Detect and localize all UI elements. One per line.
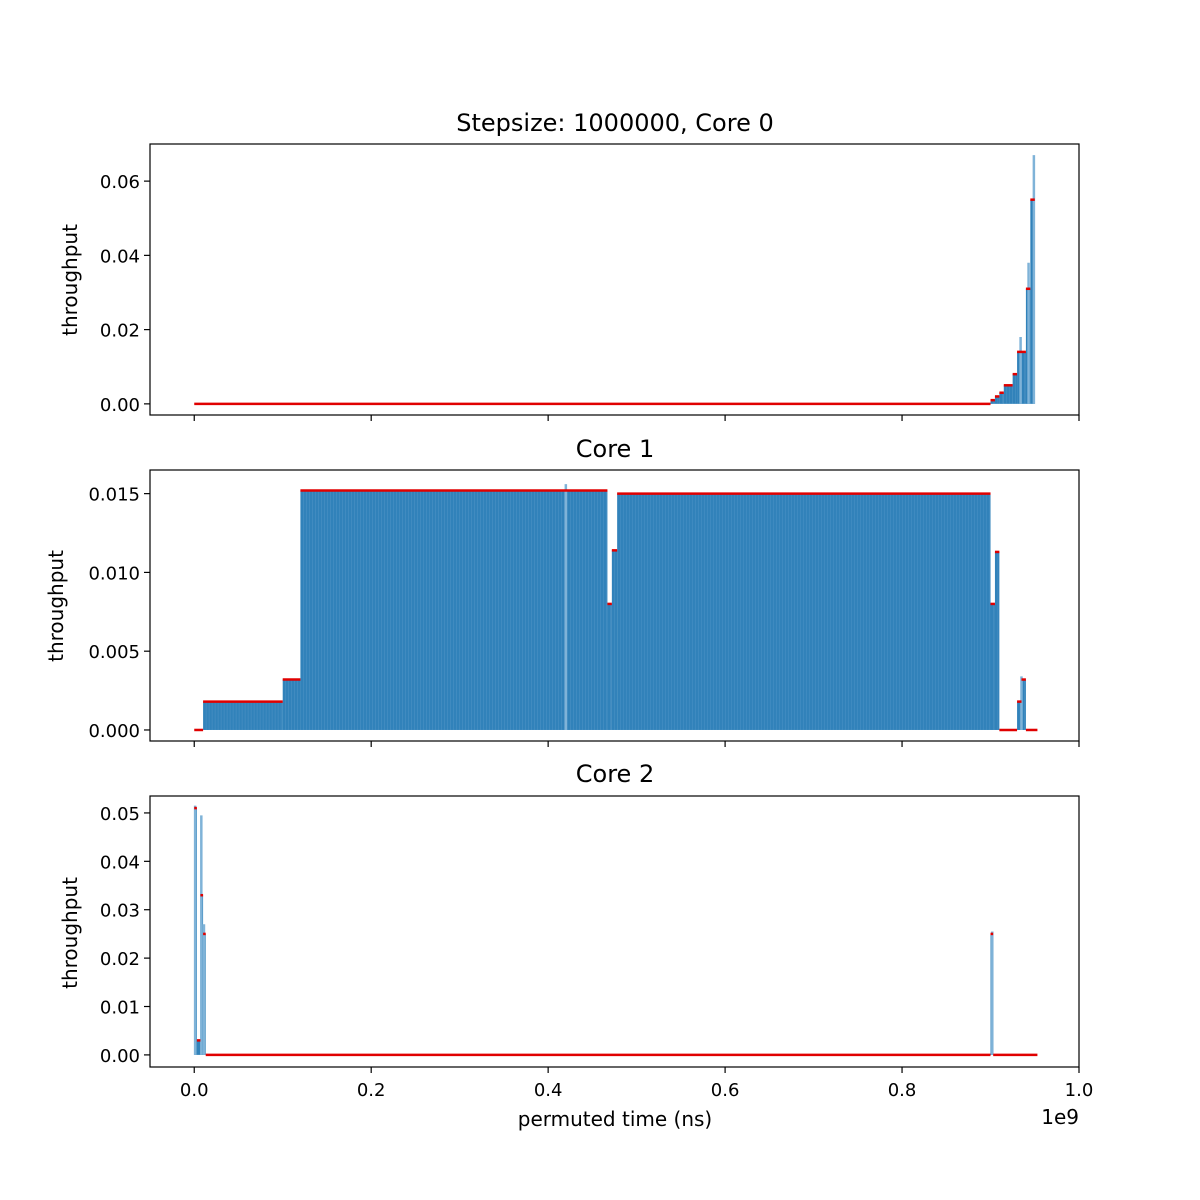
throughput-bar <box>1017 701 1022 730</box>
y-tick-label: 0.04 <box>100 246 140 267</box>
y-tick-label: 0.00 <box>100 395 140 416</box>
plot-area: 0.00 0.02 0.04 0.06 <box>100 143 1080 421</box>
y-tick-label: 0.06 <box>100 172 140 193</box>
y-axis-label: throughput <box>58 224 82 336</box>
subplot-title: Core 2 <box>576 760 654 788</box>
throughput-bar <box>990 603 995 730</box>
y-tick-label: 0.010 <box>88 563 140 584</box>
axes-frame <box>149 143 1080 416</box>
y-axis-label: throughput <box>58 877 82 989</box>
y-tick-label: 0.02 <box>100 949 140 970</box>
x-axis-label: permuted time (ns) <box>518 1107 712 1131</box>
y-tick-label: 0.03 <box>100 901 140 922</box>
y-tick-label: 0.01 <box>100 998 140 1019</box>
y-tick-label: 0.00 <box>100 1046 140 1067</box>
y-tick-label: 0.04 <box>100 852 140 873</box>
plot-area: 0.00 0.01 0.02 0.03 0.04 0.05 0.0 0.2 0.4 0.6 0.8 1… <box>100 795 1094 1101</box>
subplot-core-2: Core 2 throughput 0.000.010.020.030.040.… <box>58 760 1093 1101</box>
subplot-title: Core 1 <box>576 435 654 463</box>
throughput-bar <box>990 400 995 404</box>
axes-frame <box>149 469 1080 742</box>
plot-area: 0.000 0.005 0.010 0.015 <box>88 469 1080 747</box>
throughput-bar <box>196 1040 201 1055</box>
throughput-bar <box>1012 374 1018 404</box>
x-tick-label: 0.0 <box>180 1080 209 1101</box>
axes-frame <box>149 795 1080 1068</box>
throughput-bar <box>203 701 283 730</box>
throughput-bar <box>611 550 618 730</box>
throughput-bar <box>617 493 991 730</box>
throughput-bar <box>1021 351 1026 404</box>
throughput-bar <box>1021 679 1026 730</box>
throughput-bar <box>999 392 1004 404</box>
x-tick-label: 0.4 <box>534 1080 563 1101</box>
subplot-core-1: Core 1 throughput 0.000 0.005 0.010 0.015 <box>44 435 1080 747</box>
x-tick-label: 0.2 <box>357 1080 386 1101</box>
y-axis-label: throughput <box>44 550 68 662</box>
throughput-bar <box>607 603 612 730</box>
throughput-bar <box>1017 351 1022 404</box>
y-tick-label: 0.005 <box>88 642 140 663</box>
throughput-bar <box>994 396 1000 404</box>
x-axis-offset-label: 1e9 <box>1041 1105 1079 1129</box>
throughput-bar <box>994 551 1000 730</box>
throughput-bar <box>1030 199 1035 404</box>
subplot-core-0: Stepsize: 1000000, Core 0 throughput 0.0… <box>58 109 1080 421</box>
y-tick-label: 0.015 <box>88 485 140 506</box>
y-tick-label: 0.05 <box>100 804 140 825</box>
x-tick-label: 1.0 <box>1065 1080 1094 1101</box>
y-tick-label: 0.000 <box>88 721 140 742</box>
x-tick-label: 0.6 <box>711 1080 740 1101</box>
x-tick-label: 0.8 <box>888 1080 917 1101</box>
subplot-title: Stepsize: 1000000, Core 0 <box>456 109 773 137</box>
y-tick-label: 0.02 <box>100 321 140 342</box>
throughput-bar <box>1003 385 1013 404</box>
